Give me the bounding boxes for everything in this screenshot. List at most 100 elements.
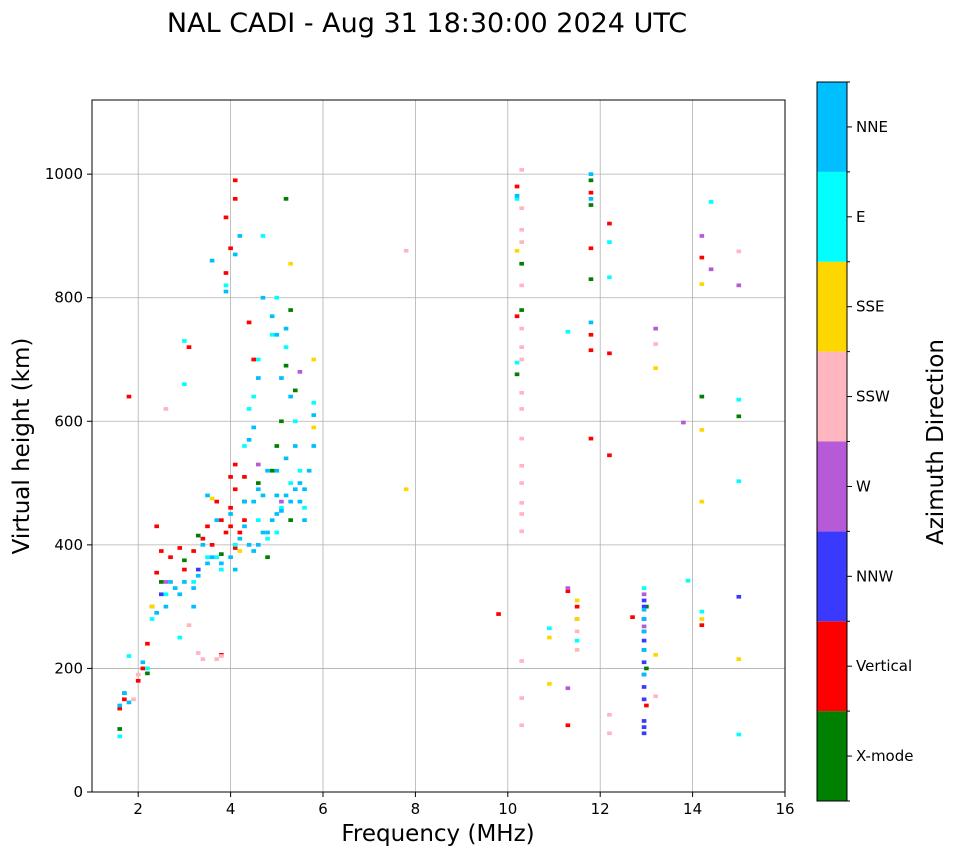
data-point (588, 246, 594, 251)
data-point (265, 536, 270, 541)
y-axis-ticks: 0 200 400 600 800 1000 (45, 165, 92, 801)
data-point (228, 475, 233, 479)
data-point (232, 252, 238, 257)
series-sse (149, 248, 742, 686)
data-point (140, 660, 146, 665)
colorbar-swatch (817, 351, 847, 442)
data-point (297, 481, 303, 485)
data-point (519, 326, 524, 331)
series-vertical (117, 178, 705, 728)
data-point (514, 314, 520, 319)
data-point (242, 499, 247, 504)
data-point (237, 536, 243, 541)
data-point (736, 594, 742, 599)
data-point (641, 638, 647, 643)
series-w (163, 234, 742, 691)
data-point (269, 518, 275, 522)
data-point (403, 248, 409, 253)
data-point (519, 261, 524, 266)
data-point (177, 546, 183, 550)
data-point (219, 552, 224, 556)
y-axis-label: Virtual height (km) (9, 338, 35, 555)
data-point (265, 468, 270, 473)
colorbar-swatch (817, 531, 847, 622)
data-point (519, 206, 524, 210)
data-point (256, 376, 261, 380)
data-point (699, 428, 705, 432)
data-point (122, 697, 127, 702)
x-tick-label: 4 (226, 800, 236, 818)
data-point (195, 573, 201, 578)
data-point (514, 360, 520, 365)
data-point (699, 282, 705, 286)
data-point (283, 345, 289, 349)
data-point (519, 391, 524, 395)
data-point (574, 638, 580, 643)
colorbar-tick-label: E (856, 208, 865, 226)
data-points (117, 167, 742, 739)
data-point (228, 246, 233, 251)
data-point (145, 671, 150, 676)
series-nnw (122, 567, 742, 736)
data-point (514, 372, 520, 377)
data-point (126, 394, 132, 399)
data-point (279, 376, 284, 380)
data-point (588, 178, 594, 183)
data-point (256, 487, 261, 492)
x-tick-label: 12 (591, 800, 610, 818)
data-point (644, 703, 649, 708)
data-point (242, 444, 247, 448)
data-point (641, 629, 647, 634)
data-point (292, 419, 298, 424)
x-axis-ticks: 2 4 6 8 10 12 14 16 (133, 792, 795, 818)
data-point (232, 546, 238, 550)
data-point (514, 248, 520, 253)
data-point (685, 578, 691, 583)
data-point (251, 425, 257, 430)
data-point (519, 512, 524, 516)
data-point (547, 635, 552, 640)
data-point (177, 635, 183, 640)
data-point (265, 555, 270, 560)
colorbar-tick-label: NNE (856, 118, 888, 136)
data-point (588, 348, 594, 353)
y-tick-label: 200 (54, 659, 83, 677)
data-point (519, 659, 524, 663)
data-point (736, 479, 742, 484)
data-point (607, 351, 612, 356)
data-point (256, 357, 261, 362)
data-point (246, 543, 252, 547)
data-point (223, 289, 229, 294)
colorbar-frame (816, 81, 848, 802)
data-point (574, 629, 580, 634)
data-point (117, 734, 123, 739)
data-point (736, 414, 742, 419)
data-point (191, 586, 196, 590)
data-point (242, 524, 247, 529)
data-point (641, 719, 647, 723)
data-point (519, 696, 524, 700)
data-point (274, 468, 280, 473)
data-point (574, 617, 580, 621)
data-point (242, 475, 247, 479)
data-point (297, 499, 303, 504)
data-point (514, 197, 520, 201)
data-point (708, 267, 714, 272)
data-point (122, 691, 127, 695)
series-ssw (131, 167, 742, 736)
data-point (256, 462, 261, 467)
colorbar-tick-label: SSE (856, 298, 885, 316)
data-point (195, 533, 201, 538)
data-point (519, 345, 524, 349)
data-point (251, 357, 257, 362)
data-point (149, 604, 155, 609)
data-point (519, 227, 524, 232)
data-point (607, 221, 612, 226)
data-point (274, 444, 280, 448)
data-point (496, 612, 501, 616)
data-point (154, 524, 159, 529)
data-point (223, 271, 229, 275)
data-point (565, 586, 571, 590)
colorbar-tick-label: X-mode (856, 747, 913, 765)
